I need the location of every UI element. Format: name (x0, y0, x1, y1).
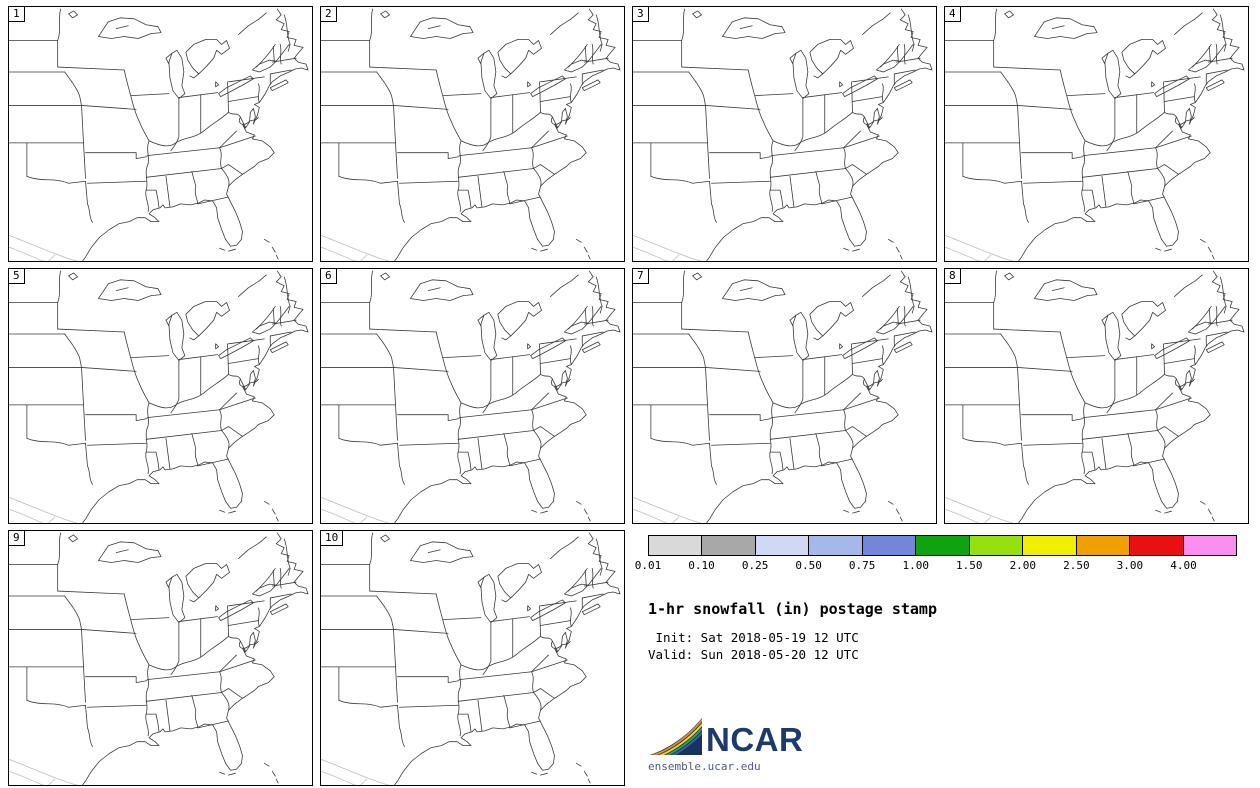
colorbar-tick: 3.00 (1116, 559, 1144, 572)
panel-number-label: 1 (8, 6, 25, 22)
panel-number-label: 5 (8, 268, 25, 284)
colorbar-segment (1075, 536, 1130, 555)
ncar-logo: NCAR (648, 717, 1237, 757)
us-map (321, 531, 624, 785)
map-panel: 6 (320, 268, 625, 524)
map-panel: 3 (632, 6, 937, 262)
map-panel: 2 (320, 6, 625, 262)
colorbar-segment (915, 536, 969, 555)
panel-number-label: 6 (320, 268, 337, 284)
colorbar-tick: 1.50 (956, 559, 983, 572)
colorbar-ticks: 0.01 0.10 0.25 0.50 0.75 1.00 1.50 2.00 2.50 3.00… (635, 559, 1237, 574)
colorbar-tick: 0.50 (795, 559, 822, 572)
colorbar-segment (754, 536, 809, 555)
colorbar-tick: 2.50 (1063, 559, 1090, 572)
colorbar-tick: 0.10 (688, 559, 715, 572)
colorbar-tick: 0.75 (848, 559, 876, 572)
us-map (633, 269, 936, 523)
ncar-logo-icon (650, 718, 702, 755)
colorbar-segment (649, 536, 702, 555)
colorbar-tick: 2.00 (1009, 559, 1037, 572)
colorbar-tick: 1.00 (902, 559, 929, 572)
map-panel: 9 (8, 530, 313, 786)
us-map (9, 269, 312, 523)
panel-number-label: 7 (632, 268, 649, 284)
us-map (633, 7, 936, 261)
map-panel: 7 (632, 268, 937, 524)
us-map (321, 7, 624, 261)
legend-cell: 0.01 0.10 0.25 0.50 0.75 1.00 1.50 2.00 2.50 3.00… (632, 530, 1249, 786)
us-map (9, 531, 312, 785)
us-map (945, 7, 1248, 261)
time-lines: Init: Sat 2018-05-19 12 UTC Valid: Sun 2… (648, 629, 1237, 663)
panel-number-label: 3 (632, 6, 649, 22)
colorbar-segment (808, 536, 862, 555)
valid-time: Valid: Sun 2018-05-20 12 UTC (648, 647, 859, 662)
map-panel: 5 (8, 268, 313, 524)
colorbar-tick: 0.01 (634, 559, 662, 572)
us-map (945, 269, 1248, 523)
map-panel: 1 (8, 6, 313, 262)
panel-number-label: 8 (944, 268, 961, 284)
colorbar-tick: 0.25 (741, 559, 769, 572)
map-panel: 10 (320, 530, 625, 786)
panel-number-label: 4 (944, 6, 961, 22)
colorbar-tick: 4.00 (1170, 559, 1197, 572)
colorbar (648, 535, 1237, 556)
panel-number-label: 10 (320, 530, 344, 546)
footer-url: ensemble.ucar.edu (648, 760, 761, 773)
init-time: Init: Sat 2018-05-19 12 UTC (648, 630, 859, 645)
ncar-logo-text: NCAR (706, 721, 804, 758)
colorbar-segment (1129, 536, 1183, 555)
us-map (9, 7, 312, 261)
us-map (321, 269, 624, 523)
colorbar-segment (1022, 536, 1076, 555)
panel-number-label: 9 (8, 530, 25, 546)
colorbar-segment (701, 536, 755, 555)
colorbar-segment (968, 536, 1023, 555)
map-panel: 8 (944, 268, 1249, 524)
map-panel: 4 (944, 6, 1249, 262)
colorbar-segment (1182, 536, 1236, 555)
colorbar-segment (861, 536, 916, 555)
figure-title: 1-hr snowfall (in) postage stamp (648, 600, 937, 618)
panel-number-label: 2 (320, 6, 337, 22)
